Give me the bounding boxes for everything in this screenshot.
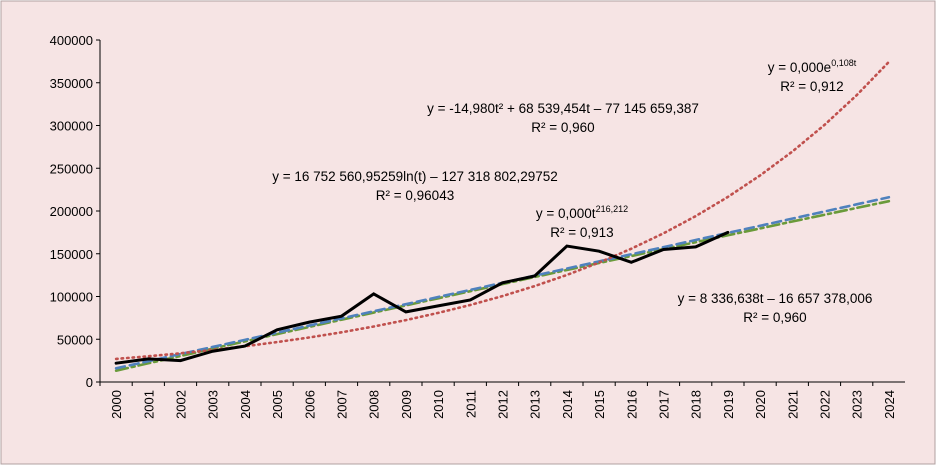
annotation-text: R² = 0,960	[743, 310, 806, 325]
annotation-text: y = -14,980t² + 68 539,454t – 77 145 659…	[427, 101, 699, 116]
annotation: y = 0,000e0,108t	[768, 58, 857, 75]
annotation-text: y = 0,000e	[768, 60, 831, 75]
annotation-text: R² = 0,960	[531, 120, 594, 135]
annotation-text: y = 16 752 560,95259ln(t) – 127 318 802,…	[272, 169, 558, 184]
annotation: R² = 0,96043	[376, 188, 454, 203]
annotation-text: y = 0,000t	[536, 206, 596, 221]
annotation: R² = 0,913	[550, 225, 613, 240]
x-tick-label: 2005	[270, 390, 285, 419]
annotation: y = 0,000t216,212	[536, 204, 628, 221]
x-tick-label: 2001	[141, 390, 156, 419]
y-tick-label: 200000	[50, 204, 93, 219]
series-line	[114, 60, 891, 361]
y-tick-label: 150000	[50, 247, 93, 262]
x-tick-label: 2008	[367, 390, 382, 419]
y-tick-label: 100000	[50, 290, 93, 305]
x-tick-label: 2023	[850, 390, 865, 419]
x-tick-label: 2019	[721, 390, 736, 419]
x-tick-label: 2017	[657, 390, 672, 419]
y-tick-label: 0	[86, 375, 93, 390]
annotation: y = 16 752 560,95259ln(t) – 127 318 802,…	[272, 169, 558, 184]
annotation-superscript: 216,212	[596, 204, 629, 214]
series-line	[114, 230, 730, 365]
annotation-text: R² = 0,96043	[376, 188, 454, 203]
x-tick-label: 2024	[882, 390, 897, 419]
x-tick-label: 2000	[109, 390, 124, 419]
annotation: R² = 0,960	[743, 310, 806, 325]
annotation: R² = 0,960	[531, 120, 594, 135]
x-tick-label: 2021	[785, 390, 800, 419]
x-tick-label: 2016	[624, 390, 639, 419]
x-tick-label: 2004	[238, 390, 253, 419]
x-tick-label: 2011	[463, 390, 478, 418]
x-tick-label: 2012	[496, 390, 511, 419]
x-tick-label: 2006	[302, 390, 317, 419]
x-tick-label: 2022	[818, 390, 833, 419]
y-tick-label: 400000	[50, 33, 93, 48]
annotation-superscript: 0,108t	[831, 58, 857, 68]
annotation: y = -14,980t² + 68 539,454t – 77 145 659…	[427, 101, 699, 116]
x-tick-label: 2018	[689, 390, 704, 419]
annotation-text: R² = 0,912	[780, 79, 843, 94]
annotation-text: R² = 0,913	[550, 225, 613, 240]
x-tick-label: 2020	[753, 390, 768, 419]
x-tick-label: 2014	[560, 390, 575, 419]
y-tick-label: 50000	[57, 332, 93, 347]
annotation: y = 8 336,638t – 16 657 378,006	[678, 291, 873, 306]
annotation-text: y = 8 336,638t – 16 657 378,006	[678, 291, 873, 306]
x-tick-label: 2010	[431, 390, 446, 419]
x-tick-label: 2013	[528, 390, 543, 419]
x-tick-label: 2015	[592, 390, 607, 419]
y-tick-label: 250000	[50, 161, 93, 176]
x-tick-label: 2007	[335, 390, 350, 419]
x-tick-label: 2009	[399, 390, 414, 419]
y-tick-label: 350000	[50, 76, 93, 91]
x-tick-label: 2003	[206, 390, 221, 419]
x-tick-label: 2002	[174, 390, 189, 419]
annotation: R² = 0,912	[780, 79, 843, 94]
y-tick-label: 300000	[50, 119, 93, 134]
